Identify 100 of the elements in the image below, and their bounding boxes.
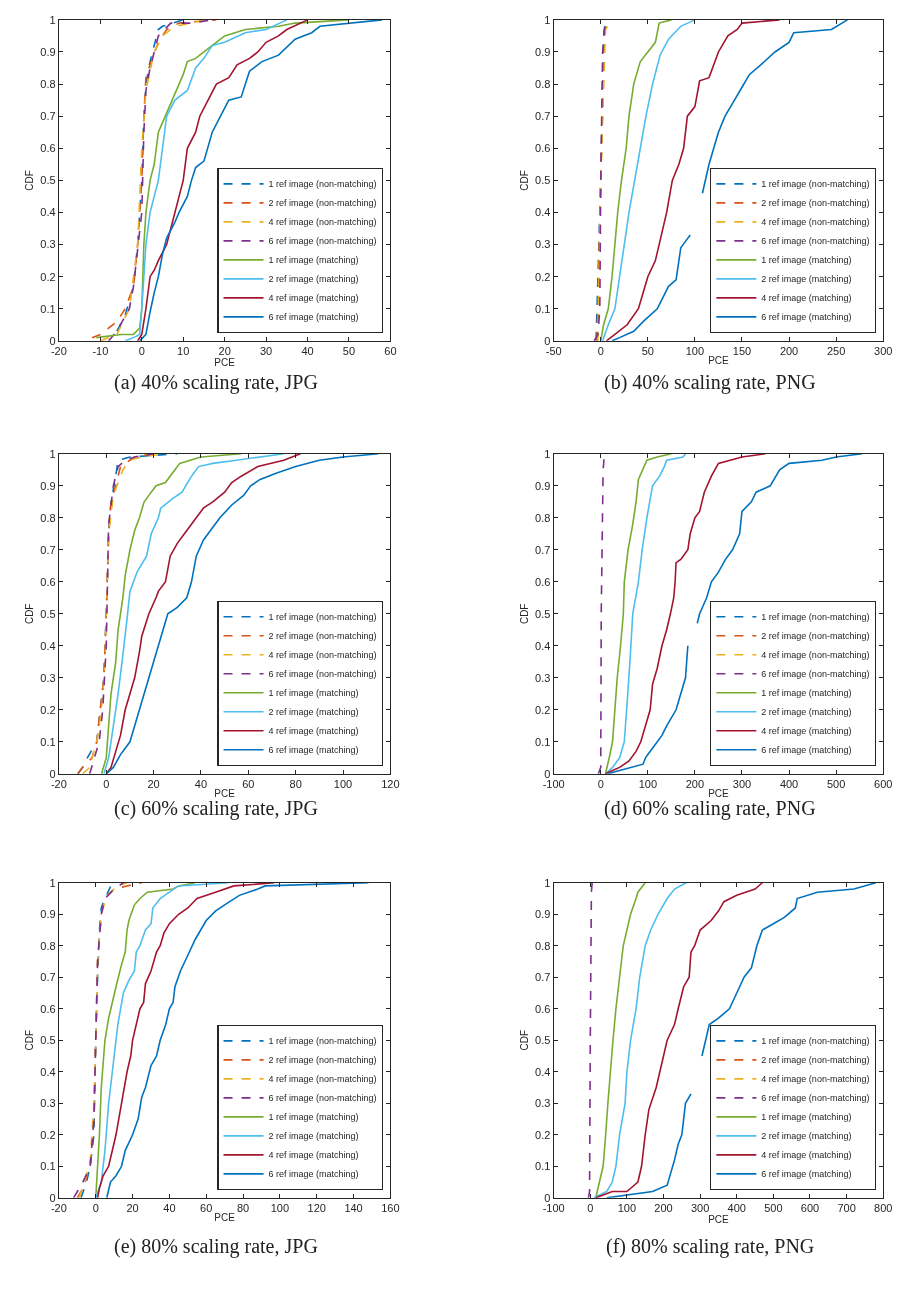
legend-label: 4 ref image (matching) <box>268 1150 359 1161</box>
x-axis-title: PCE <box>214 787 236 799</box>
legend-label: 2 ref image (non-matching) <box>268 1055 377 1066</box>
y-tick-label: 0.3 <box>535 671 551 684</box>
y-tick-label: 0.1 <box>535 735 551 748</box>
legend-label: 6 ref image (matching) <box>268 745 359 756</box>
legend-label: 1 ref image (matching) <box>761 1112 852 1123</box>
y-tick-label: 0.2 <box>535 270 551 283</box>
x-tick-label: 150 <box>732 345 752 358</box>
y-tick-label: 0.6 <box>535 1002 551 1015</box>
y-tick-label: 0.7 <box>40 110 56 123</box>
y-tick-label: 0 <box>49 334 56 347</box>
x-tick-label: 60 <box>242 778 255 791</box>
x-tick-label: 100 <box>638 778 658 791</box>
x-tick-label: 250 <box>826 345 846 358</box>
x-tick-label: 10 <box>177 345 190 358</box>
x-tick-label: 100 <box>270 1202 290 1215</box>
y-tick-label: 0.5 <box>40 1034 56 1047</box>
y-tick-label: 0.6 <box>40 575 56 588</box>
y-tick-label: 0.5 <box>535 607 551 620</box>
y-tick-label: 0.8 <box>535 939 551 952</box>
y-axis-title: CDF <box>24 170 36 191</box>
x-tick-label: 600 <box>874 778 893 791</box>
x-tick-label: 400 <box>779 778 799 791</box>
y-tick-label: 1 <box>544 876 551 889</box>
legend-label: 6 ref image (matching) <box>268 1169 359 1180</box>
text: (e) 80% scaling rate, JPG <box>114 1235 318 1258</box>
legend-label: 1 ref image (non-matching) <box>761 1036 870 1047</box>
legend-label: 1 ref image (non-matching) <box>268 612 377 623</box>
x-tick-label: 0 <box>92 1202 99 1215</box>
legend-label: 2 ref image (matching) <box>761 274 852 285</box>
y-tick-label: 0.6 <box>40 142 56 155</box>
legend-label: 4 ref image (non-matching) <box>761 217 870 228</box>
text: (a) 40% scaling rate, JPG <box>114 371 318 394</box>
y-tick-label: 0.8 <box>535 77 551 90</box>
legend-label: 4 ref image (non-matching) <box>268 217 377 228</box>
y-tick-label: 0.4 <box>535 639 551 652</box>
x-tick-label: 500 <box>826 778 846 791</box>
x-axis-title: PCE <box>708 787 730 799</box>
legend-label: 1 ref image (non-matching) <box>761 179 870 190</box>
y-tick-label: 0 <box>544 767 551 780</box>
y-tick-label: 1 <box>544 447 551 460</box>
legend-label: 2 ref image (non-matching) <box>268 631 377 642</box>
x-tick-label: 20 <box>218 345 231 358</box>
y-tick-label: 0.7 <box>40 971 56 984</box>
legend-label: 2 ref image (non-matching) <box>761 1055 870 1066</box>
y-tick-label: 0.8 <box>40 77 56 90</box>
legend-label: 6 ref image (matching) <box>761 745 852 756</box>
text: (d) 60% scaling rate, PNG <box>604 797 816 820</box>
legend-label: 1 ref image (non-matching) <box>268 179 377 190</box>
y-tick-label: 0.9 <box>40 45 56 58</box>
x-tick-label: 100 <box>685 345 705 358</box>
x-axis-title: PCE <box>214 1211 236 1223</box>
x-tick-label: 600 <box>800 1202 820 1215</box>
line-series <box>138 19 383 341</box>
legend-label: 6 ref image (non-matching) <box>761 669 870 680</box>
x-tick-label: 500 <box>764 1202 783 1215</box>
legend-label: 6 ref image (matching) <box>761 312 852 323</box>
line-series <box>124 19 288 341</box>
x-tick-label: 20 <box>147 778 160 791</box>
x-tick-label: 200 <box>779 345 799 358</box>
x-tick-label: 0 <box>587 1202 594 1215</box>
legend-label: 6 ref image (non-matching) <box>268 669 377 680</box>
line-series <box>91 19 218 339</box>
y-tick-label: 0 <box>49 767 56 780</box>
y-tick-label: 0.4 <box>40 206 56 219</box>
x-tick-label: 80 <box>236 1202 250 1215</box>
line-series <box>605 19 781 341</box>
x-tick-label: -20 <box>50 345 67 358</box>
line-series <box>96 882 276 1198</box>
text: (b) 40% scaling rate, PNG <box>604 371 816 394</box>
line-series <box>100 453 243 774</box>
legend-label: 4 ref image (non-matching) <box>268 1074 377 1085</box>
x-tick-label: 60 <box>200 1202 213 1215</box>
y-axis-title: CDF <box>519 170 531 191</box>
legend-label: 1 ref image (matching) <box>761 688 852 699</box>
line-series <box>604 453 673 774</box>
x-tick-label: 20 <box>126 1202 139 1215</box>
y-tick-label: 0.3 <box>535 238 551 251</box>
y-tick-label: 0.1 <box>535 1160 551 1173</box>
y-axis-title: CDF <box>519 603 531 625</box>
y-tick-label: 0.2 <box>535 703 551 716</box>
y-tick-label: 0.1 <box>40 302 56 315</box>
x-tick-label: 0 <box>597 345 604 358</box>
text: (c) 60% scaling rate, JPG <box>114 797 318 820</box>
y-tick-label: 0.1 <box>535 302 551 315</box>
x-tick-label: 120 <box>307 1202 326 1215</box>
y-axis-title: CDF <box>24 1030 36 1051</box>
legend-label: 1 ref image (non-matching) <box>761 612 870 623</box>
text: (f) 80% scaling rate, PNG <box>606 1235 815 1258</box>
line-series <box>78 882 128 1198</box>
x-tick-label: 30 <box>259 345 273 358</box>
x-tick-label: 120 <box>381 778 400 791</box>
legend-label: 6 ref image (non-matching) <box>268 236 377 247</box>
x-tick-label: 50 <box>342 345 356 358</box>
y-tick-label: 0.1 <box>40 1160 56 1173</box>
y-tick-label: 1 <box>49 447 56 460</box>
y-tick-label: 0.2 <box>40 270 56 283</box>
legend-label: 1 ref image (matching) <box>268 688 359 699</box>
y-tick-label: 0.4 <box>535 1065 551 1078</box>
